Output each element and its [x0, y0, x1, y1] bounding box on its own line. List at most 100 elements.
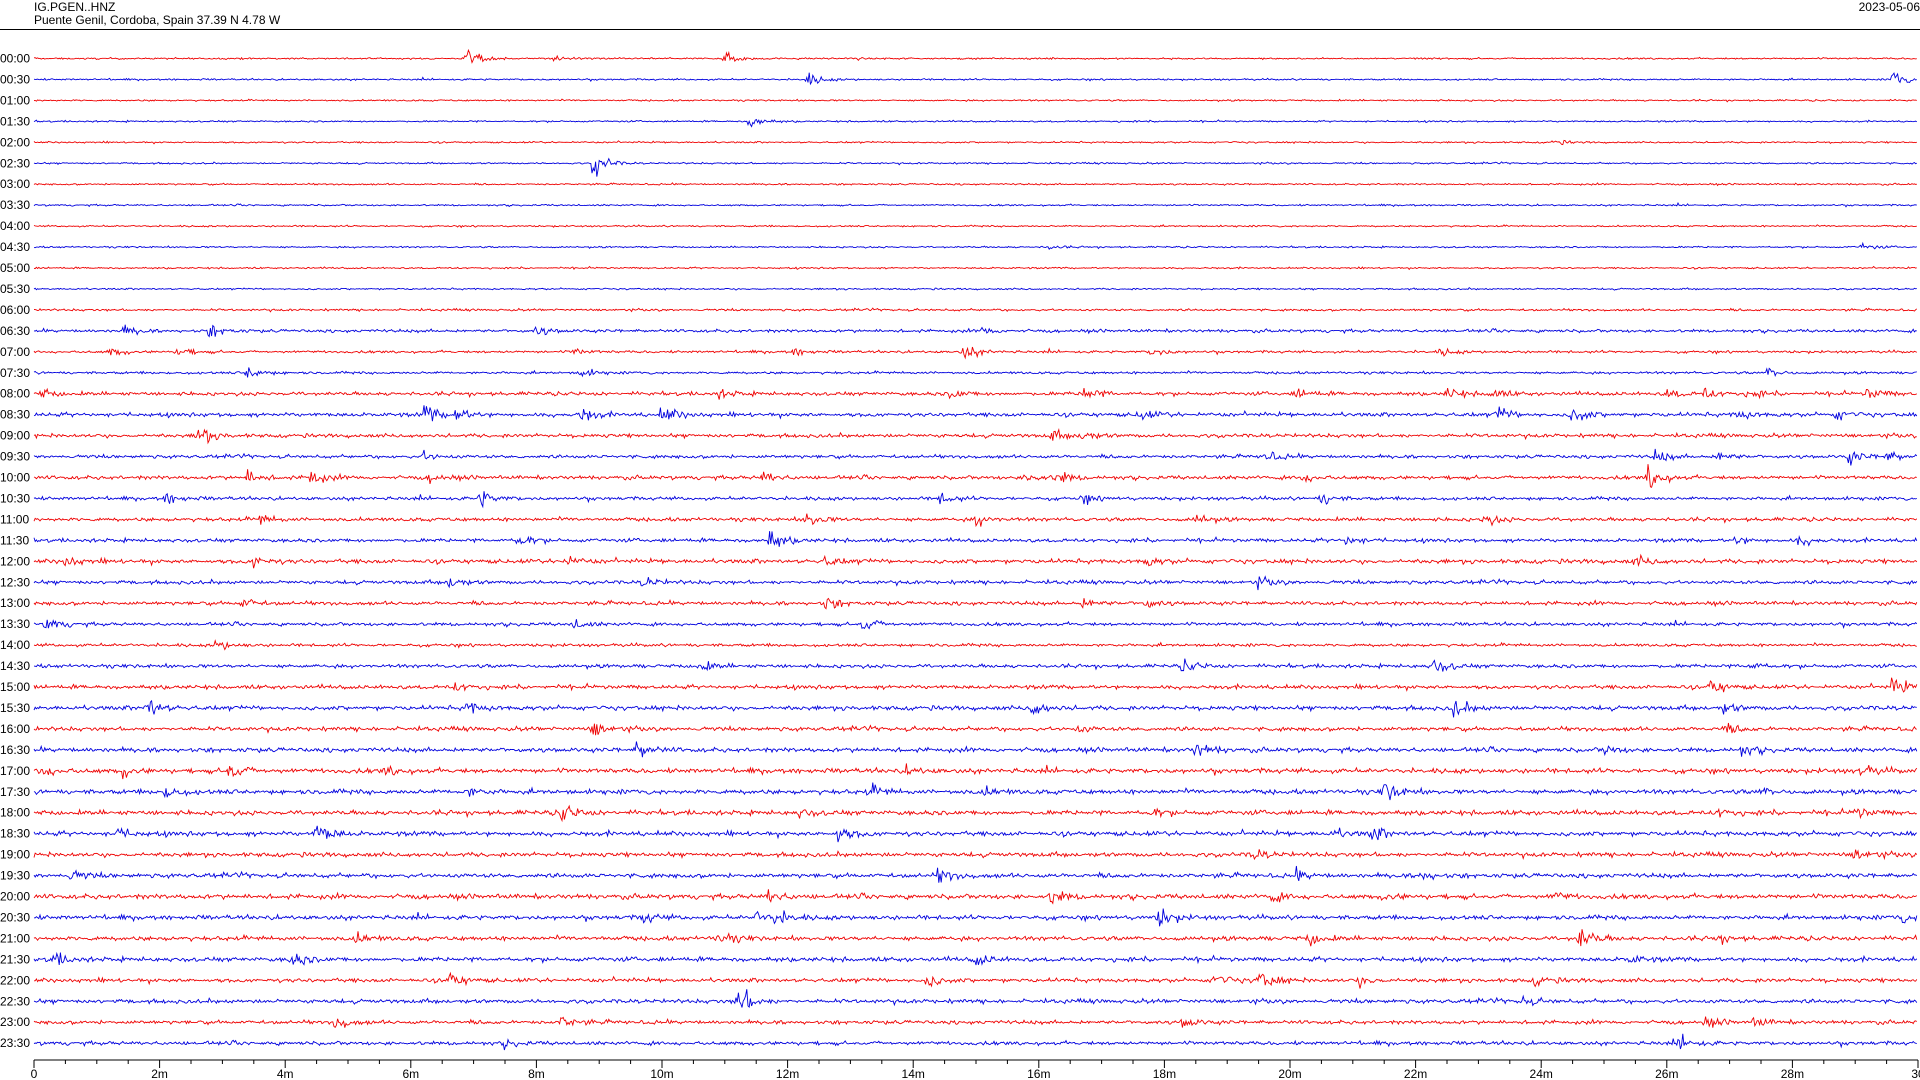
trace-0330	[33, 202, 1917, 208]
trace-1130	[33, 531, 1918, 547]
row-label-0800: 08:00	[0, 387, 30, 401]
header-divider	[0, 29, 1920, 30]
row-label-1230: 12:30	[0, 575, 30, 589]
row-label-0100: 01:00	[0, 93, 30, 107]
trace-0630	[33, 324, 1917, 338]
trace-0530	[33, 287, 1917, 291]
trace-1430	[33, 658, 1917, 672]
trace-1930	[33, 865, 1917, 883]
trace-1230	[33, 575, 1918, 591]
row-label-2300: 23:00	[0, 1015, 30, 1029]
trace-2300	[33, 1016, 1918, 1028]
trace-0430	[33, 241, 1917, 250]
row-label-0000: 00:00	[0, 52, 30, 66]
trace-0800	[33, 387, 1917, 400]
trace-0500	[33, 265, 1917, 271]
row-label-1030: 10:30	[0, 491, 30, 505]
row-label-2230: 22:30	[0, 994, 30, 1008]
trace-1800	[33, 804, 1917, 823]
x-tick-label: 4m	[277, 1067, 294, 1080]
row-label-2100: 21:00	[0, 931, 30, 945]
x-tick-label: 2m	[151, 1067, 168, 1080]
row-label-1530: 15:30	[0, 701, 30, 715]
row-label-0700: 07:00	[0, 345, 30, 359]
x-tick-label: 8m	[528, 1067, 545, 1080]
x-tick-label: 28m	[1781, 1067, 1804, 1080]
row-label-1830: 18:30	[0, 827, 30, 841]
trace-1100	[33, 513, 1918, 528]
row-label-0930: 09:30	[0, 450, 30, 464]
row-label-0300: 03:00	[0, 177, 30, 191]
row-label-1430: 14:30	[0, 659, 30, 673]
trace-0000	[33, 48, 1917, 64]
trace-0030	[33, 72, 1917, 86]
x-tick-label: 14m	[902, 1067, 925, 1080]
x-tick-label: 18m	[1153, 1067, 1176, 1080]
trace-1300	[33, 597, 1918, 610]
seismic-traces	[33, 48, 1918, 1051]
row-label-0600: 06:00	[0, 303, 30, 317]
trace-0300	[33, 182, 1917, 187]
trace-2030	[33, 908, 1918, 927]
row-label-0130: 01:30	[0, 114, 30, 128]
row-label-1730: 17:30	[0, 785, 30, 799]
row-label-2000: 20:00	[0, 890, 30, 904]
row-label-0830: 08:30	[0, 408, 30, 422]
row-label-1630: 16:30	[0, 743, 30, 757]
row-label-1400: 14:00	[0, 638, 30, 652]
trace-0100	[33, 98, 1917, 103]
trace-1000	[33, 464, 1917, 488]
x-tick-label: 0	[31, 1067, 38, 1080]
trace-1630	[33, 741, 1918, 758]
row-label-1200: 12:00	[0, 554, 30, 568]
trace-1600	[33, 722, 1917, 736]
station-location: Puente Genil, Cordoba, Spain 37.39 N 4.7…	[34, 13, 281, 27]
row-label-2330: 23:30	[0, 1036, 30, 1050]
x-tick-label: 24m	[1530, 1067, 1553, 1080]
x-tick-label: 10m	[650, 1067, 673, 1080]
x-tick-label: 12m	[776, 1067, 799, 1080]
station-code: IG.PGEN..HNZ	[34, 0, 116, 14]
x-tick-label: 30	[1911, 1067, 1920, 1080]
trace-2200	[33, 971, 1918, 989]
trace-1500	[33, 677, 1918, 693]
row-label-0030: 00:30	[0, 72, 30, 86]
x-axis: 0 2m 4m 6m 8m 10m 12m 14m 16m 18m 20m 22m 24m 26m 28m 3…	[31, 1059, 1920, 1080]
row-label-2130: 21:30	[0, 952, 30, 966]
row-label-0430: 04:30	[0, 240, 30, 254]
trace-2330	[33, 1033, 1917, 1051]
trace-0230	[33, 157, 1918, 177]
row-time-labels: 00:00 00:30 01:00 01:30 02:00 02:30 03:00 03:30…	[0, 52, 30, 1051]
row-label-0630: 06:30	[0, 324, 30, 338]
trace-0930	[33, 448, 1918, 466]
trace-0130	[33, 118, 1917, 128]
x-tick-label: 20m	[1278, 1067, 1301, 1080]
row-label-0900: 09:00	[0, 429, 30, 443]
record-date: 2023-05-06	[1858, 0, 1920, 14]
trace-1830	[33, 825, 1918, 843]
row-label-1600: 16:00	[0, 722, 30, 736]
row-label-2030: 20:30	[0, 910, 30, 924]
row-label-1800: 18:00	[0, 806, 30, 820]
row-label-0330: 03:30	[0, 198, 30, 212]
trace-0400	[33, 224, 1917, 229]
row-label-0200: 02:00	[0, 135, 30, 149]
trace-0200	[33, 139, 1917, 146]
trace-2100	[33, 929, 1918, 947]
trace-1330	[33, 619, 1918, 630]
trace-1200	[33, 553, 1918, 569]
trace-1730	[33, 782, 1918, 801]
row-label-0400: 04:00	[0, 219, 30, 233]
trace-1900	[33, 849, 1918, 861]
row-label-0530: 05:30	[0, 282, 30, 296]
x-tick-label: 26m	[1655, 1067, 1678, 1080]
trace-2230	[33, 989, 1918, 1008]
trace-2000	[33, 889, 1918, 905]
trace-0830	[33, 405, 1918, 422]
trace-0900	[33, 427, 1917, 445]
trace-2130	[33, 951, 1918, 966]
row-label-1100: 11:00	[0, 512, 29, 526]
x-tick-label: 6m	[402, 1067, 419, 1080]
row-label-0730: 07:30	[0, 366, 30, 380]
